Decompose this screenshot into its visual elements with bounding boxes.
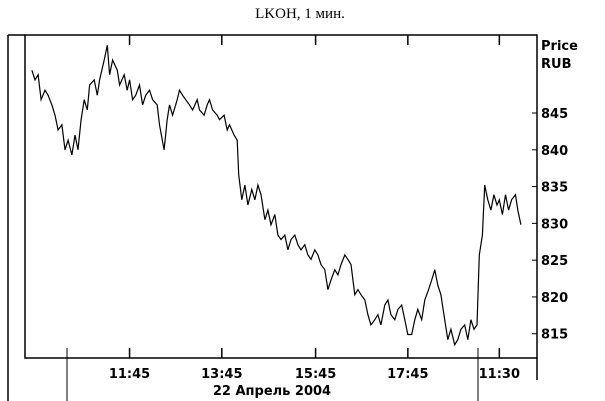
- x-tick-label: 11:45: [109, 367, 150, 382]
- y-tick-label: 835: [541, 181, 568, 196]
- y-tick-label: 840: [541, 144, 568, 159]
- x-tick-label: 17:45: [387, 367, 428, 382]
- price-line: [31, 45, 522, 347]
- y-tick-label: 825: [541, 254, 568, 269]
- x-axis-label: 22 Апрель 2004: [213, 384, 331, 399]
- plot-frame: [24, 34, 538, 359]
- y-tick-label: 845: [541, 107, 568, 122]
- chart-title: LKOH, 1 мин.: [255, 6, 345, 22]
- y-axis-label: Price: [541, 39, 578, 54]
- y-tick-label: 830: [541, 217, 568, 232]
- y-tick-label: 820: [541, 291, 568, 306]
- x-tick-label: 15:45: [295, 367, 336, 382]
- y-tick-label: 815: [541, 328, 568, 343]
- y-axis-label: RUB: [541, 57, 571, 72]
- x-tick-label: 13:45: [201, 367, 242, 382]
- x-tick-label: 11:30: [479, 367, 520, 382]
